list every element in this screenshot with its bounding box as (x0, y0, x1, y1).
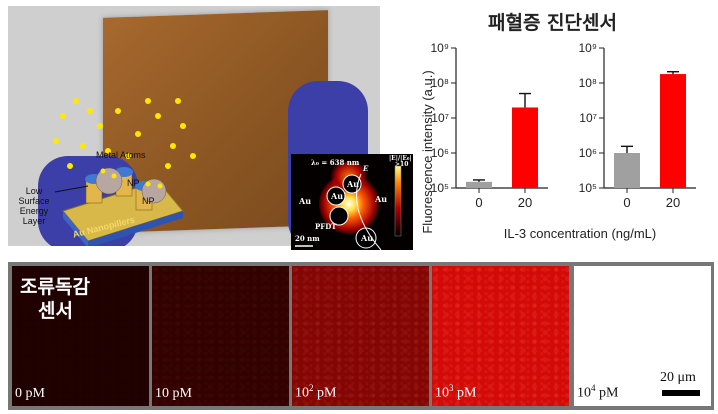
x-tick-label: 20 (666, 195, 680, 210)
panel-title-line1: 조류독감 (20, 276, 90, 298)
pfdt-label: PFDT (315, 222, 337, 231)
x-tick-label: 0 (475, 195, 482, 210)
bar-charts: Fluorescence intensity (a.u.) IL-3 conce… (420, 41, 696, 241)
concentration-label: 102 pM (295, 383, 337, 401)
y-tick-label: 10⁸ (431, 76, 449, 90)
bar (660, 74, 686, 188)
au-label-3: Au (347, 179, 360, 189)
y-tick-label: 10⁹ (579, 41, 598, 55)
y-tick-label: 10⁵ (579, 181, 597, 195)
fluorescence-panel: 102 pM (292, 266, 429, 406)
nanopillar-schematic (53, 98, 196, 246)
au-label-1: Au (299, 196, 312, 206)
colorbar-max-label: >10 (395, 161, 409, 168)
inset-particles (295, 165, 402, 250)
y-tick-label: 10⁷ (431, 111, 449, 125)
scale-bar (662, 390, 700, 396)
bar (614, 153, 640, 188)
x-axis-label: IL-3 concentration (ng/mL) (504, 226, 656, 241)
bar (512, 107, 538, 188)
np-label-2: NP (142, 196, 155, 206)
y-tick-label: 10⁹ (431, 41, 450, 55)
bar (466, 181, 492, 188)
concentration-label: 0 pM (15, 386, 45, 401)
y-tick-label: 10⁸ (579, 76, 597, 90)
y-tick-label: 10⁵ (431, 181, 449, 195)
concentration-label: 10 pM (155, 386, 192, 401)
inset-scale-label: 20 nm (295, 234, 320, 243)
fluorescence-panel: 10 pM (152, 266, 289, 406)
au-label-4: Au (375, 194, 388, 204)
y-tick-label: 10⁶ (579, 146, 597, 160)
y-tick-label: 10⁷ (579, 111, 597, 125)
x-tick-label: 0 (623, 195, 630, 210)
concentration-label: 103 pM (435, 383, 477, 401)
y-tick-label: 10⁶ (431, 146, 449, 160)
panel-title-line2: 센서 (38, 300, 73, 322)
fluorescence-panel: 103 pM (432, 266, 569, 406)
y-axis-label: Fluorescence intensity (a.u.) (420, 70, 435, 233)
au-label-2: Au (331, 191, 344, 201)
colorbar-label: |E|/|E₀| (389, 155, 412, 162)
x-tick-label: 20 (518, 195, 532, 210)
fluorescence-panel: 104 pM (574, 266, 711, 406)
field-enhancement-inset: λ₀ = 638 nm E |E|/|E₀| >10 Au Au Au Au A… (291, 154, 413, 250)
scale-bar-label: 20 μm (660, 370, 696, 385)
chart-title: 패혈증 진단센서 (488, 12, 617, 34)
device-photo: Metal Atoms NP NP Low Surface Energy Lay… (8, 6, 380, 246)
au-label-5: Au (361, 233, 374, 243)
wavelength-label: λ₀ = 638 nm (311, 158, 360, 167)
np-label-1: NP (127, 178, 140, 188)
concentration-label: 104 pM (577, 383, 619, 401)
e-field-label: E (363, 164, 369, 173)
metal-atoms-label: Metal Atoms (96, 150, 146, 160)
fluorescence-panel: 0 pM (12, 266, 149, 406)
low-surface-energy-layer-label: Low Surface Energy Layer (18, 186, 50, 226)
